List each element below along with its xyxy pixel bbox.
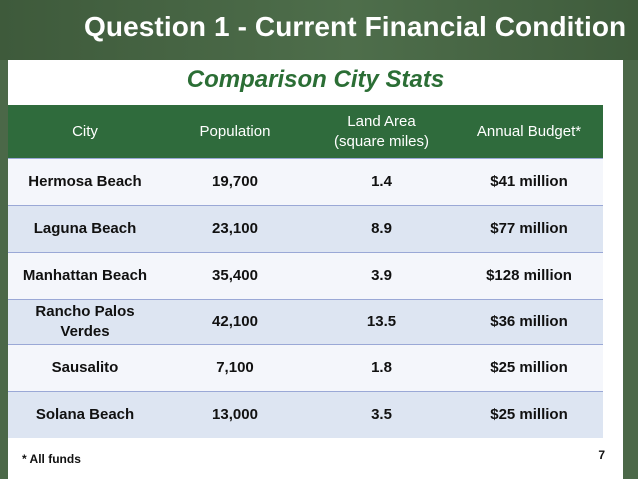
- table-row: Manhattan Beach 35,400 3.9 $128 million: [8, 252, 603, 300]
- cell-budget: $77 million: [455, 205, 603, 253]
- cell-city: Manhattan Beach: [8, 252, 162, 300]
- city-name: Hermosa Beach: [28, 173, 142, 190]
- cell-population: 23,100: [162, 205, 308, 253]
- cell-land-area: 1.4: [308, 158, 455, 206]
- cell-budget: $36 million: [455, 299, 603, 345]
- table-row: Hermosa Beach 19,700 1.4 $41 million: [8, 158, 603, 206]
- city-name: Sausalito: [51, 359, 119, 376]
- table-row: Rancho Palos Verdes 42,100 13.5 $36 mill…: [8, 299, 603, 345]
- slide-subtitle: Comparison City Stats: [186, 66, 445, 93]
- cell-population: 19,700: [162, 158, 308, 206]
- table-row: Solana Beach 13,000 3.5 $25 million: [8, 391, 603, 438]
- table-row: Sausalito 7,100 1.8 $25 million: [8, 344, 603, 392]
- city-name: Laguna Beach: [33, 220, 137, 237]
- cell-land-area: 3.5: [308, 391, 455, 438]
- cell-land-area: 8.9: [308, 205, 455, 253]
- land-area-header-line1: Land Area: [347, 112, 416, 130]
- column-header-budget: Annual Budget*: [455, 105, 603, 159]
- cell-city: Sausalito: [8, 344, 162, 392]
- slide-header: Question 1 - Current Financial Condition: [0, 0, 638, 60]
- cell-budget: $41 million: [455, 158, 603, 206]
- city-name: Solana Beach: [35, 406, 135, 423]
- footnote: * All funds: [22, 452, 81, 466]
- cell-city: Hermosa Beach: [8, 158, 162, 206]
- slide-edge-decoration: [623, 60, 638, 479]
- cell-city: Rancho Palos Verdes: [8, 299, 162, 345]
- city-stats-table: City Population Land Area (square miles)…: [8, 105, 603, 438]
- column-header-city: City: [8, 105, 162, 159]
- slide-body: Comparison City Stats City Population La…: [8, 60, 623, 479]
- cell-budget: $25 million: [455, 344, 603, 392]
- city-name-line1: Rancho Palos: [35, 303, 135, 320]
- cell-budget: $25 million: [455, 391, 603, 438]
- cell-land-area: 13.5: [308, 299, 455, 345]
- column-header-population: Population: [162, 105, 308, 159]
- cell-land-area: 3.9: [308, 252, 455, 300]
- cell-population: 13,000: [162, 391, 308, 438]
- cell-city: Solana Beach: [8, 391, 162, 438]
- cell-population: 42,100: [162, 299, 308, 345]
- column-header-land-area: Land Area (square miles): [308, 105, 455, 159]
- cell-budget: $128 million: [455, 252, 603, 300]
- slide-title: Question 1 - Current Financial Condition: [84, 11, 627, 42]
- cell-population: 7,100: [162, 344, 308, 392]
- cell-land-area: 1.8: [308, 344, 455, 392]
- table-header-row: City Population Land Area (square miles)…: [8, 105, 603, 159]
- city-name: Manhattan Beach: [22, 267, 148, 284]
- cell-population: 35,400: [162, 252, 308, 300]
- land-area-header-line2: (square miles): [333, 132, 430, 150]
- page-number: 7: [598, 448, 605, 462]
- cell-city: Laguna Beach: [8, 205, 162, 253]
- table-row: Laguna Beach 23,100 8.9 $77 million: [8, 205, 603, 253]
- city-name-line2: Verdes: [60, 323, 110, 340]
